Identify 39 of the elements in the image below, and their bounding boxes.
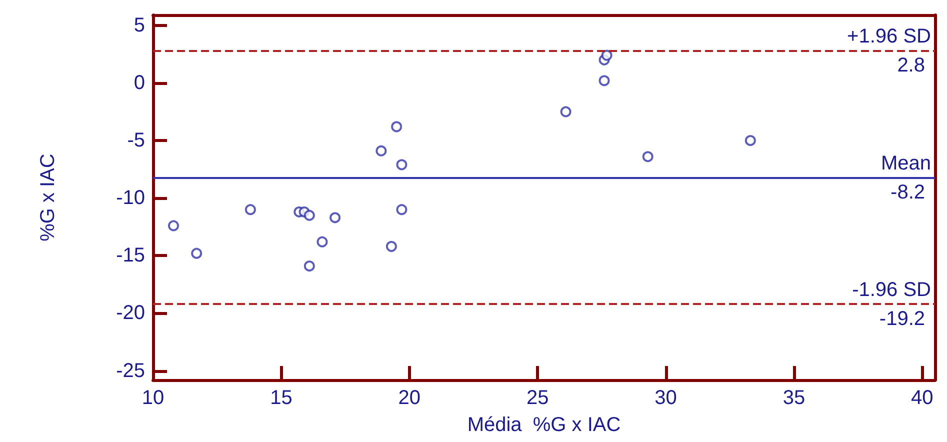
point: [396, 204, 408, 216]
point: [191, 248, 202, 259]
x-tick-label: 15: [270, 387, 292, 409]
point: [376, 145, 387, 156]
y-tick-label: -25: [116, 360, 145, 382]
x-axis-title: Média %G x IAC: [467, 414, 621, 436]
point: [316, 236, 328, 248]
point: [304, 210, 315, 221]
x-tick-label: 35: [782, 387, 806, 409]
y-tick-label: 5: [134, 14, 145, 36]
ref-line-label: -1.96 SD: [852, 279, 931, 302]
point: [330, 212, 341, 224]
x-tick-label: 10: [142, 387, 164, 409]
annotation: -19.2: [879, 308, 925, 330]
x-tick-label: 25: [526, 387, 549, 409]
point: [642, 151, 654, 162]
x-tick-label: 20: [398, 387, 421, 409]
x-tick-label: 40: [911, 387, 934, 409]
annotation: 2.8: [897, 54, 925, 77]
point: [560, 106, 572, 118]
point: [396, 159, 408, 170]
x-tick-label: 30: [654, 387, 677, 409]
y-axis-title: %G x IAC: [37, 154, 59, 242]
y-tick-label: 0: [134, 72, 145, 94]
point: [244, 204, 256, 216]
point: [168, 220, 180, 232]
ref-line-label: +1.96 SD: [847, 26, 931, 48]
annotation: -8.2: [890, 181, 925, 204]
ref-line-label: Mean: [880, 152, 931, 174]
y-tick-label: -5: [127, 130, 145, 152]
point: [386, 240, 397, 252]
y-tick-label: -20: [116, 302, 145, 324]
point: [744, 135, 756, 146]
y-tick-label: -15: [116, 244, 145, 267]
y-tick-label: -10: [116, 187, 145, 210]
point: [391, 121, 402, 132]
point: [601, 50, 612, 61]
point: [598, 75, 610, 86]
point: [304, 260, 315, 272]
